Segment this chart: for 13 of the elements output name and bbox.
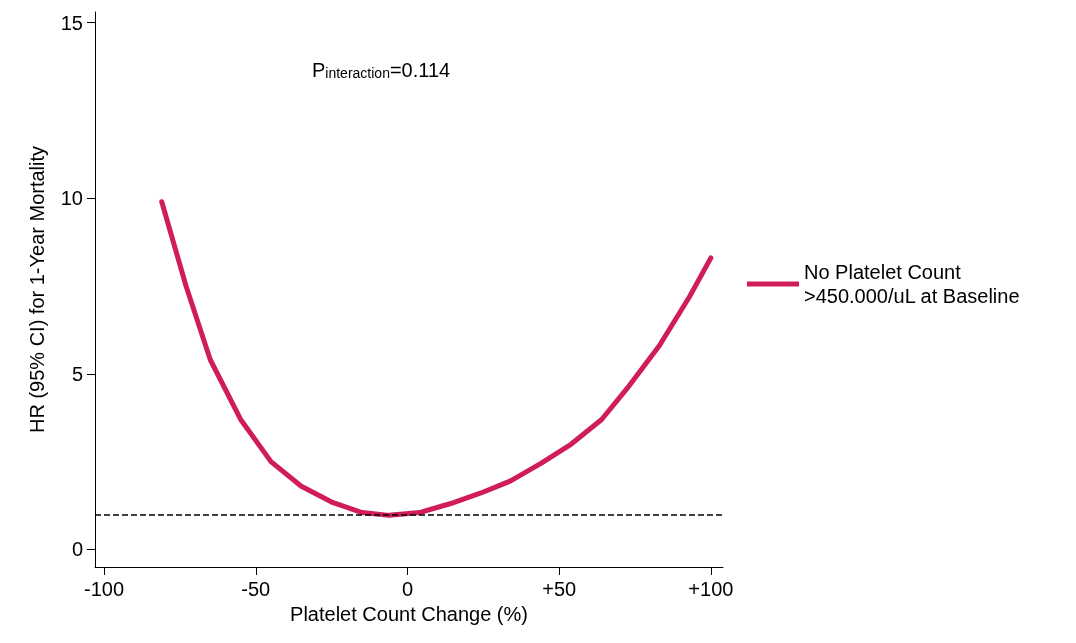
y-tick-label: 10 xyxy=(60,187,83,210)
x-tick-label: -100 xyxy=(84,578,125,600)
legend-label: No Platelet Count >450.000/uL at Baseline xyxy=(804,261,1020,307)
x-tick-label: +50 xyxy=(542,578,577,600)
y-tick-label: 0 xyxy=(71,538,83,561)
y-tick-label: 15 xyxy=(60,11,83,34)
x-axis-title: Platelet Count Change (%) xyxy=(290,602,528,625)
y-tick-label: 5 xyxy=(71,362,83,385)
y-axis-title: HR (95% CI) for 1-Year Mortality xyxy=(26,145,48,434)
x-tick-label: 0 xyxy=(401,578,414,600)
annotation: Pinteraction=0.114 xyxy=(312,59,451,81)
x-tick-label: -50 xyxy=(241,578,271,600)
x-tick-label: +100 xyxy=(688,578,734,600)
